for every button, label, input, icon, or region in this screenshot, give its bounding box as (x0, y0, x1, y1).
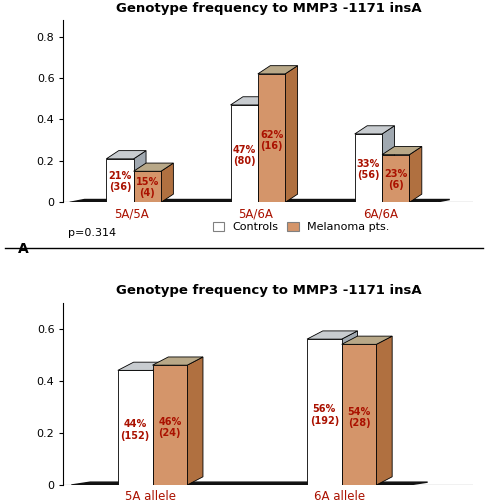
Polygon shape (307, 331, 358, 339)
Text: p=0.314: p=0.314 (67, 228, 116, 238)
Legend: Controls, Melanoma pts.: Controls, Melanoma pts. (208, 218, 394, 237)
Polygon shape (134, 163, 173, 172)
Polygon shape (258, 66, 298, 74)
Polygon shape (258, 97, 270, 202)
Bar (258, 74, 285, 202)
Polygon shape (70, 200, 450, 202)
Polygon shape (187, 357, 203, 485)
Bar (153, 365, 187, 485)
Text: 33%
(56): 33% (56) (357, 158, 380, 180)
Polygon shape (118, 362, 168, 370)
Polygon shape (382, 126, 394, 202)
Title: Genotype frequency to MMP3 -1171 insA: Genotype frequency to MMP3 -1171 insA (116, 284, 421, 298)
Polygon shape (153, 357, 203, 365)
Polygon shape (285, 66, 298, 202)
Text: 47%
(80): 47% (80) (233, 145, 256, 167)
Bar (342, 344, 376, 485)
Polygon shape (161, 163, 173, 202)
Polygon shape (230, 97, 270, 105)
Text: A: A (19, 242, 29, 256)
Bar (307, 339, 342, 485)
Bar (134, 172, 161, 202)
Polygon shape (376, 336, 392, 485)
Text: 21%
(36): 21% (36) (108, 170, 132, 192)
Polygon shape (106, 150, 146, 159)
Text: 46%
(24): 46% (24) (158, 416, 182, 438)
Text: 54%
(28): 54% (28) (347, 406, 371, 428)
Text: 62%
(16): 62% (16) (260, 130, 283, 152)
Polygon shape (71, 482, 427, 485)
Text: 56%
(192): 56% (192) (310, 404, 339, 426)
Polygon shape (355, 126, 394, 134)
Bar (118, 370, 153, 485)
Text: 15%
(4): 15% (4) (136, 176, 159, 198)
Polygon shape (382, 146, 422, 154)
Polygon shape (153, 362, 168, 485)
Polygon shape (134, 150, 146, 203)
Polygon shape (409, 146, 422, 203)
Polygon shape (342, 336, 392, 344)
Polygon shape (342, 331, 358, 485)
Text: 23%
(6): 23% (6) (384, 168, 407, 190)
Bar (230, 105, 258, 202)
Text: 44%
(152): 44% (152) (121, 419, 150, 441)
Bar (355, 134, 382, 202)
Bar (382, 154, 409, 202)
Bar (106, 159, 134, 202)
Title: Genotype frequency to MMP3 -1171 insA: Genotype frequency to MMP3 -1171 insA (116, 2, 421, 15)
